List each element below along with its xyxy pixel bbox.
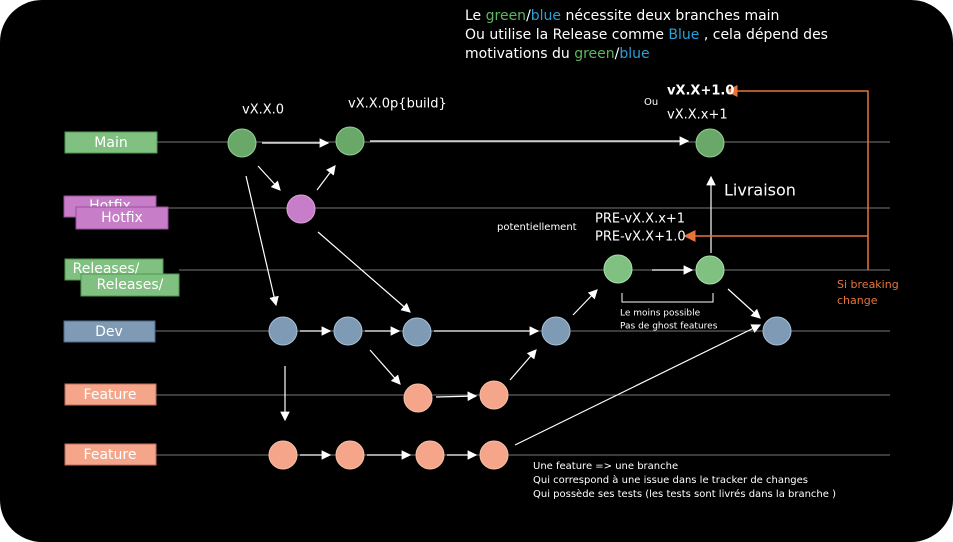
- version: PRE-vX.X+1.0: [595, 230, 686, 245]
- text: Qui possède ses tests (les tests sont li…: [533, 488, 836, 500]
- text: green: [486, 8, 526, 24]
- version: PRE-vX.X.x+1: [595, 212, 685, 227]
- branch-label: Feature: [84, 387, 137, 403]
- branch-label: Hotfix: [101, 210, 143, 226]
- text: Si breaking: [837, 278, 899, 291]
- branch-label: Feature: [84, 447, 137, 463]
- text: , cela dépend des: [699, 27, 828, 43]
- text: Ou: [644, 97, 658, 108]
- text: motivations du: [465, 46, 574, 62]
- text: Qui correspond à une issue dans le track…: [533, 474, 808, 486]
- version: vX.X.x+1: [667, 108, 728, 123]
- branch-label: Releases/: [97, 277, 164, 293]
- arrows: [245, 85, 869, 460]
- branch-label: Dev: [95, 324, 123, 340]
- text: Pas de ghost features: [620, 322, 718, 332]
- text: blue: [531, 8, 561, 24]
- text: Le moins possible: [620, 309, 701, 319]
- note: Le green/blue nécessite deux branches ma…: [465, 8, 828, 62]
- text: potentiellement: [497, 222, 577, 233]
- text: Livraison: [724, 181, 796, 200]
- text: /: [615, 46, 620, 62]
- note-line: motivations du green/blue: [465, 46, 650, 62]
- version: vX.X+1.0: [667, 84, 734, 99]
- text: nécessite deux branches main: [561, 8, 779, 24]
- branch-label: Releases/: [73, 261, 140, 277]
- version: vX.X.0: [242, 103, 284, 118]
- note-line: Ou utilise la Release comme Blue , cela …: [465, 27, 828, 43]
- labels: vX.X.0 vX.X.0p{build} Ou vX.X+1.0 vX.X.x…: [242, 84, 899, 501]
- text: blue: [619, 46, 649, 62]
- branch-label: Main: [94, 135, 127, 151]
- commits: [227, 126, 792, 470]
- text: Le: [465, 8, 486, 24]
- note-line: Le green/blue nécessite deux branches ma…: [465, 8, 779, 24]
- text: /: [526, 8, 531, 24]
- text: Ou utilise la Release comme: [465, 27, 668, 43]
- text: green: [574, 46, 614, 62]
- branch-labels: Main Hotfix Hotfix Releases/ Releases/ D…: [63, 131, 180, 466]
- version: vX.X.0p{build}: [348, 97, 447, 112]
- text: change: [837, 294, 878, 307]
- text: Blue: [668, 27, 699, 43]
- text: Une feature => une branche: [533, 461, 678, 472]
